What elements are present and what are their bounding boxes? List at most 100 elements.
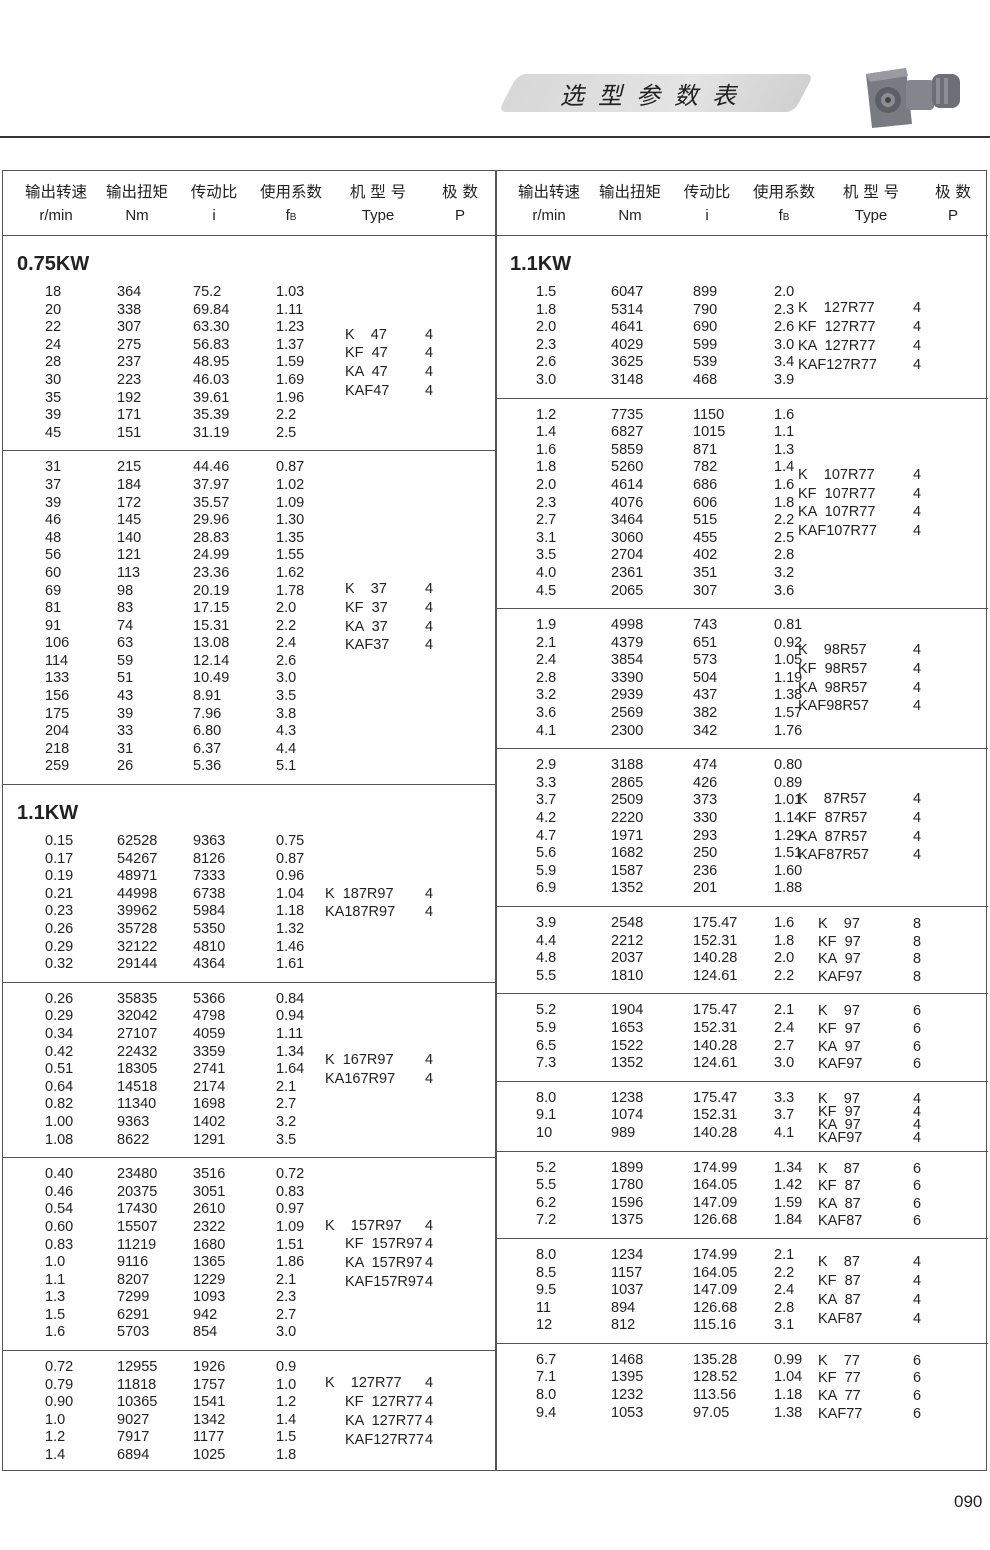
type-cell: KF 127R77	[345, 1394, 423, 1411]
speed-cell: 1.2	[45, 1429, 66, 1446]
speed-cell: 5.5	[536, 1177, 557, 1194]
type-row: KAF107R77 4	[798, 522, 958, 541]
ratio-cell: 140.28	[693, 1124, 738, 1141]
speed-cell: 1.5	[45, 1306, 66, 1323]
table-row: 0.32 29144 4364 1.61	[3, 956, 495, 974]
speed-cell: 24	[45, 336, 62, 353]
speed-cell: 4.2	[536, 810, 557, 827]
table-row: 4.0 2361 351 3.2	[496, 565, 988, 583]
ratio-cell: 1402	[193, 1113, 226, 1130]
table-row: 46 145 29.96 1.30	[3, 512, 495, 530]
speed-cell: 11	[536, 1299, 552, 1316]
type-row: KF 87 6	[798, 1177, 958, 1195]
service-factor-cell: 1.8	[276, 1447, 297, 1464]
header-speed-en: r/min	[504, 207, 594, 224]
type-row: KF 47 4	[325, 344, 465, 363]
type-cell: KF 77	[818, 1370, 861, 1387]
poles-cell: 4	[425, 637, 434, 654]
speed-cell: 0.15	[45, 833, 74, 850]
service-factor-cell: 3.3	[774, 1089, 795, 1106]
speed-cell: 20	[45, 301, 62, 318]
torque-cell: 3060	[611, 529, 644, 546]
torque-cell: 3464	[611, 512, 644, 529]
ratio-cell: 44.46	[193, 459, 230, 476]
ratio-cell: 790	[693, 301, 718, 318]
type-row: K 107R77 4	[798, 466, 958, 485]
ratio-cell: 48.95	[193, 354, 230, 371]
torque-cell: 989	[611, 1124, 636, 1141]
service-factor-cell: 0.84	[276, 990, 305, 1007]
torque-cell: 2509	[611, 792, 644, 809]
service-factor-cell: 1.05	[774, 652, 803, 669]
ratio-cell: 854	[193, 1324, 218, 1341]
type-row: KA 97 8	[798, 950, 958, 968]
service-factor-cell: 2.4	[774, 1282, 795, 1299]
type-cell: KA 47	[345, 364, 388, 381]
table-row: 22 307 63.30 1.23	[3, 319, 495, 337]
torque-cell: 62528	[117, 833, 158, 850]
service-factor-cell: 1.51	[774, 845, 803, 862]
speed-cell: 0.29	[45, 938, 74, 955]
ratio-cell: 128.52	[693, 1369, 738, 1386]
type-list: K 127R77 4 KF 127R77 4 KA 127R77 4 KAF127R77 4	[798, 284, 958, 390]
torque-cell: 1587	[611, 862, 644, 879]
torque-cell: 3625	[611, 354, 644, 371]
service-factor-cell: 1.38	[774, 687, 803, 704]
type-cell: KF 47	[345, 345, 388, 362]
speed-cell: 114	[45, 652, 69, 669]
speed-cell: 48	[45, 529, 62, 546]
torque-cell: 4998	[611, 617, 644, 634]
ratio-cell: 373	[693, 792, 718, 809]
type-cell: KA 87R57	[798, 828, 868, 845]
table-group: 0.40 23480 3516 0.72 0.46 20375 3051 0.83 0.54 17…	[3, 1158, 495, 1352]
torque-cell: 275	[117, 336, 142, 353]
torque-cell: 4379	[611, 634, 644, 651]
speed-cell: 4.0	[536, 564, 557, 581]
torque-cell: 215	[117, 459, 142, 476]
ratio-cell: 2174	[193, 1078, 226, 1095]
header-service-factor-cn: 使用系数	[752, 183, 815, 201]
poles-cell: 4	[913, 1130, 922, 1147]
table-group: 1.2 7735 1150 1.6 1.4 6827 1015 1.1 1.6 5859 871 1.…	[496, 399, 988, 610]
service-factor-cell: 2.4	[774, 1019, 795, 1036]
type-row: KA 87 6	[798, 1195, 958, 1213]
type-row: KA 87 4	[798, 1291, 958, 1310]
service-factor-cell: 2.2	[774, 1264, 795, 1281]
torque-cell: 3854	[611, 652, 644, 669]
type-row: KF 37 4	[325, 599, 465, 618]
speed-cell: 175	[45, 705, 70, 722]
torque-cell: 20375	[117, 1183, 158, 1200]
speed-cell: 2.0	[536, 476, 557, 493]
poles-cell: 4	[425, 326, 434, 343]
table-row: 2.3 4029 599 3.0	[496, 337, 988, 355]
torque-cell: 8622	[117, 1131, 150, 1148]
service-factor-cell: 2.7	[774, 1037, 795, 1054]
torque-cell: 5703	[117, 1324, 150, 1341]
torque-cell: 1352	[611, 880, 644, 897]
table-row: 81 83 17.15 2.0	[3, 600, 495, 618]
torque-cell: 74	[117, 617, 134, 634]
torque-cell: 11219	[117, 1236, 157, 1253]
torque-cell: 35835	[117, 990, 158, 1007]
torque-cell: 1053	[611, 1404, 644, 1421]
service-factor-cell: 1.46	[276, 938, 305, 955]
table-row: 218 31 6.37 4.4	[3, 741, 495, 759]
speed-cell: 0.40	[45, 1166, 74, 1183]
table-row: 31 215 44.46 0.87	[3, 459, 495, 477]
table-row: 0.15 62528 9363 0.75	[3, 833, 495, 851]
type-cell: KAF107R77	[798, 523, 877, 540]
type-cell: KF 97	[818, 1020, 861, 1037]
ratio-cell: 515	[693, 512, 718, 529]
speed-cell: 46	[45, 512, 62, 529]
ratio-cell: 175.47	[693, 1002, 738, 1019]
type-row: KAF87R57 4	[798, 846, 958, 865]
poles-cell: 4	[913, 1310, 922, 1327]
type-cell: K 47	[345, 326, 387, 343]
ratio-cell: 35.39	[193, 407, 230, 424]
table-row: 4.7 1971 293 1.29	[496, 828, 988, 846]
type-cell: K 97	[818, 1090, 860, 1107]
torque-cell: 4076	[611, 494, 644, 511]
service-factor-cell: 3.2	[276, 1113, 297, 1130]
service-factor-cell: 1.61	[276, 956, 305, 973]
header-poles-en: P	[924, 207, 982, 224]
